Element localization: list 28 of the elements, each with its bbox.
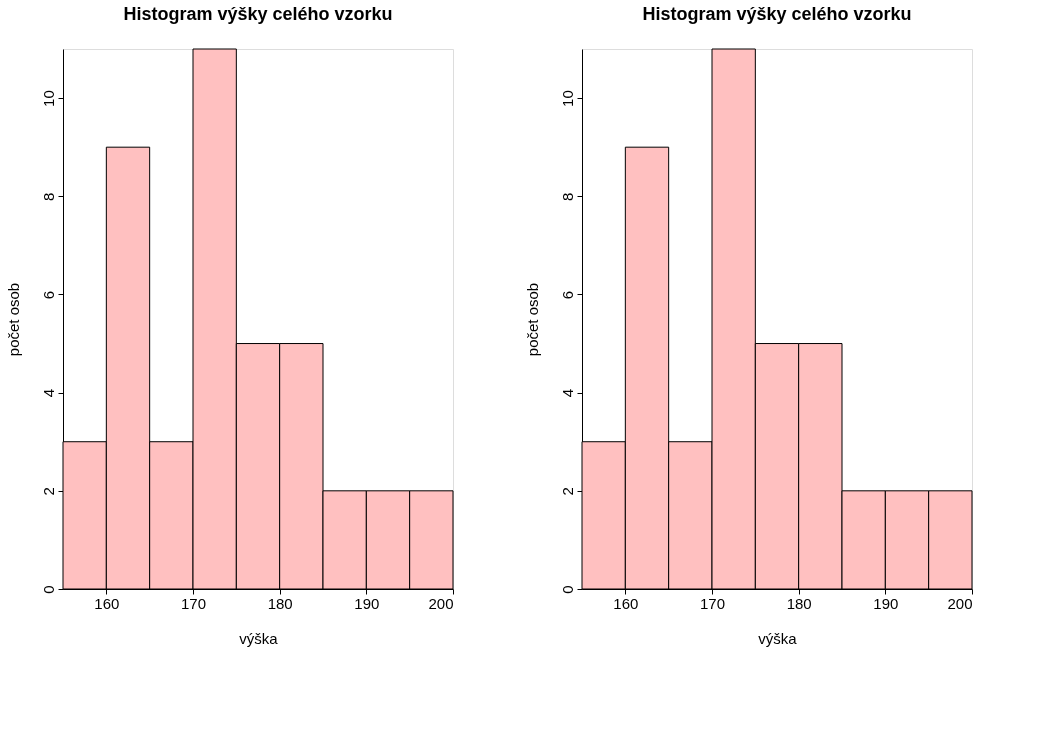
y-tick-label: 4 bbox=[39, 388, 57, 398]
x-axis-title: výška bbox=[758, 629, 798, 647]
y-tick-label: 8 bbox=[39, 192, 57, 201]
y-tick-label: 10 bbox=[39, 90, 57, 107]
y-tick-label: 6 bbox=[39, 290, 57, 300]
y-tick-label: 4 bbox=[558, 388, 576, 398]
y-tick-label: 6 bbox=[558, 290, 576, 300]
x-tick-label: 170 bbox=[180, 594, 207, 612]
y-tick-label: 0 bbox=[39, 585, 57, 594]
chart-title: Histogram výšky celého vzorku bbox=[123, 3, 393, 24]
y-axis-title: počet osob bbox=[523, 282, 541, 357]
x-tick-label: 180 bbox=[267, 594, 293, 612]
y-tick-label: 0 bbox=[558, 585, 576, 594]
x-tick-label: 200 bbox=[428, 594, 454, 612]
y-tick-label: 2 bbox=[558, 487, 576, 496]
y-tick-label: 2 bbox=[39, 487, 57, 496]
x-tick-label: 180 bbox=[786, 594, 812, 612]
x-tick-label: 160 bbox=[613, 594, 639, 612]
y-axis-title: počet osob bbox=[4, 282, 22, 357]
x-tick-label: 190 bbox=[354, 594, 380, 612]
y-tick-label: 8 bbox=[558, 192, 576, 201]
y-tick-label: 10 bbox=[558, 90, 576, 107]
x-tick-label: 190 bbox=[873, 594, 899, 612]
chart-title: Histogram výšky celého vzorku bbox=[642, 3, 912, 24]
x-axis-title: výška bbox=[239, 629, 279, 647]
x-tick-label: 170 bbox=[699, 594, 726, 612]
x-tick-label: 160 bbox=[94, 594, 120, 612]
x-tick-label: 200 bbox=[947, 594, 973, 612]
